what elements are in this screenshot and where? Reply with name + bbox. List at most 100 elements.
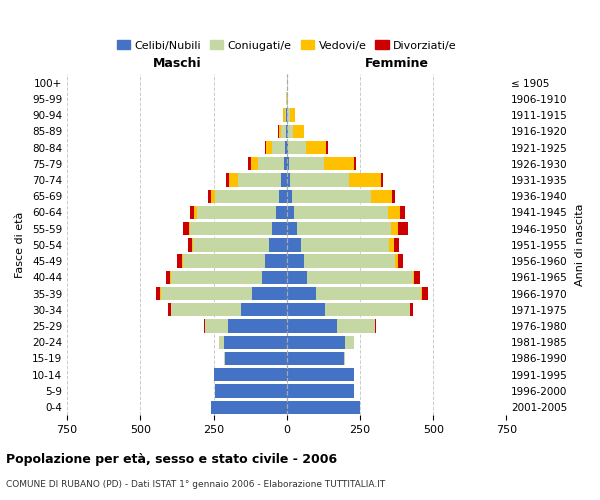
Bar: [226, 174, 229, 186]
Bar: [251, 157, 258, 170]
Bar: [287, 336, 346, 349]
Bar: [284, 157, 287, 170]
Bar: [410, 303, 413, 316]
Bar: [161, 287, 251, 300]
Bar: [292, 190, 371, 203]
Bar: [395, 254, 398, 268]
Bar: [278, 124, 281, 138]
Bar: [297, 222, 391, 235]
Bar: [325, 303, 410, 316]
Bar: [287, 190, 292, 203]
Bar: [183, 222, 188, 235]
Bar: [388, 206, 400, 219]
Bar: [290, 108, 295, 122]
Bar: [400, 206, 405, 219]
Bar: [265, 254, 287, 268]
Bar: [188, 238, 191, 252]
Bar: [262, 270, 287, 284]
Bar: [248, 157, 251, 170]
Bar: [287, 157, 289, 170]
Bar: [287, 303, 325, 316]
Bar: [288, 141, 306, 154]
Bar: [349, 174, 381, 186]
Bar: [287, 384, 354, 398]
Bar: [301, 238, 389, 252]
Bar: [224, 336, 287, 349]
Bar: [182, 254, 183, 268]
Bar: [287, 174, 290, 186]
Bar: [156, 287, 160, 300]
Bar: [422, 287, 428, 300]
Bar: [269, 238, 287, 252]
Bar: [281, 174, 287, 186]
Bar: [272, 222, 287, 235]
Bar: [287, 222, 297, 235]
Bar: [190, 206, 194, 219]
Text: Popolazione per età, sesso e stato civile - 2006: Popolazione per età, sesso e stato civil…: [6, 452, 337, 466]
Bar: [287, 287, 316, 300]
Bar: [389, 238, 394, 252]
Bar: [205, 320, 228, 332]
Text: Maschi: Maschi: [152, 56, 201, 70]
Y-axis label: Anni di nascita: Anni di nascita: [575, 204, 585, 286]
Bar: [280, 190, 287, 203]
Bar: [171, 270, 262, 284]
Bar: [215, 190, 280, 203]
Bar: [224, 352, 225, 365]
Bar: [238, 174, 281, 186]
Bar: [183, 254, 265, 268]
Bar: [304, 254, 395, 268]
Bar: [277, 206, 287, 219]
Text: COMUNE DI RUBANO (PD) - Dati ISTAT 1° gennaio 2006 - Elaborazione TUTTITALIA.IT: COMUNE DI RUBANO (PD) - Dati ISTAT 1° ge…: [6, 480, 385, 489]
Bar: [266, 141, 272, 154]
Bar: [371, 190, 392, 203]
Bar: [286, 124, 287, 138]
Bar: [272, 141, 285, 154]
Bar: [353, 157, 356, 170]
Bar: [414, 270, 420, 284]
Bar: [287, 320, 337, 332]
Bar: [287, 108, 290, 122]
Bar: [394, 238, 399, 252]
Bar: [287, 254, 304, 268]
Bar: [293, 124, 304, 138]
Bar: [307, 270, 413, 284]
Bar: [392, 190, 395, 203]
Bar: [281, 124, 286, 138]
Bar: [171, 303, 241, 316]
Bar: [337, 320, 374, 332]
Bar: [251, 287, 287, 300]
Bar: [258, 157, 284, 170]
Bar: [316, 287, 421, 300]
Bar: [287, 352, 344, 365]
Bar: [287, 141, 288, 154]
Legend: Celibi/Nubili, Coniugati/e, Vedovi/e, Divorziati/e: Celibi/Nubili, Coniugati/e, Vedovi/e, Di…: [112, 36, 461, 55]
Bar: [287, 368, 354, 382]
Bar: [166, 270, 170, 284]
Bar: [287, 124, 293, 138]
Bar: [289, 157, 324, 170]
Bar: [381, 174, 383, 186]
Bar: [188, 222, 190, 235]
Bar: [326, 141, 328, 154]
Bar: [178, 254, 182, 268]
Bar: [191, 238, 193, 252]
Bar: [228, 320, 287, 332]
Bar: [211, 190, 215, 203]
Text: Femmine: Femmine: [365, 56, 428, 70]
Bar: [208, 190, 211, 203]
Bar: [229, 174, 238, 186]
Bar: [413, 270, 414, 284]
Bar: [285, 141, 287, 154]
Bar: [287, 238, 301, 252]
Bar: [287, 270, 307, 284]
Y-axis label: Fasce di età: Fasce di età: [15, 212, 25, 278]
Bar: [294, 206, 388, 219]
Bar: [398, 254, 403, 268]
Bar: [220, 336, 224, 349]
Bar: [284, 108, 286, 122]
Bar: [241, 303, 287, 316]
Bar: [214, 368, 287, 382]
Bar: [197, 206, 277, 219]
Bar: [375, 320, 376, 332]
